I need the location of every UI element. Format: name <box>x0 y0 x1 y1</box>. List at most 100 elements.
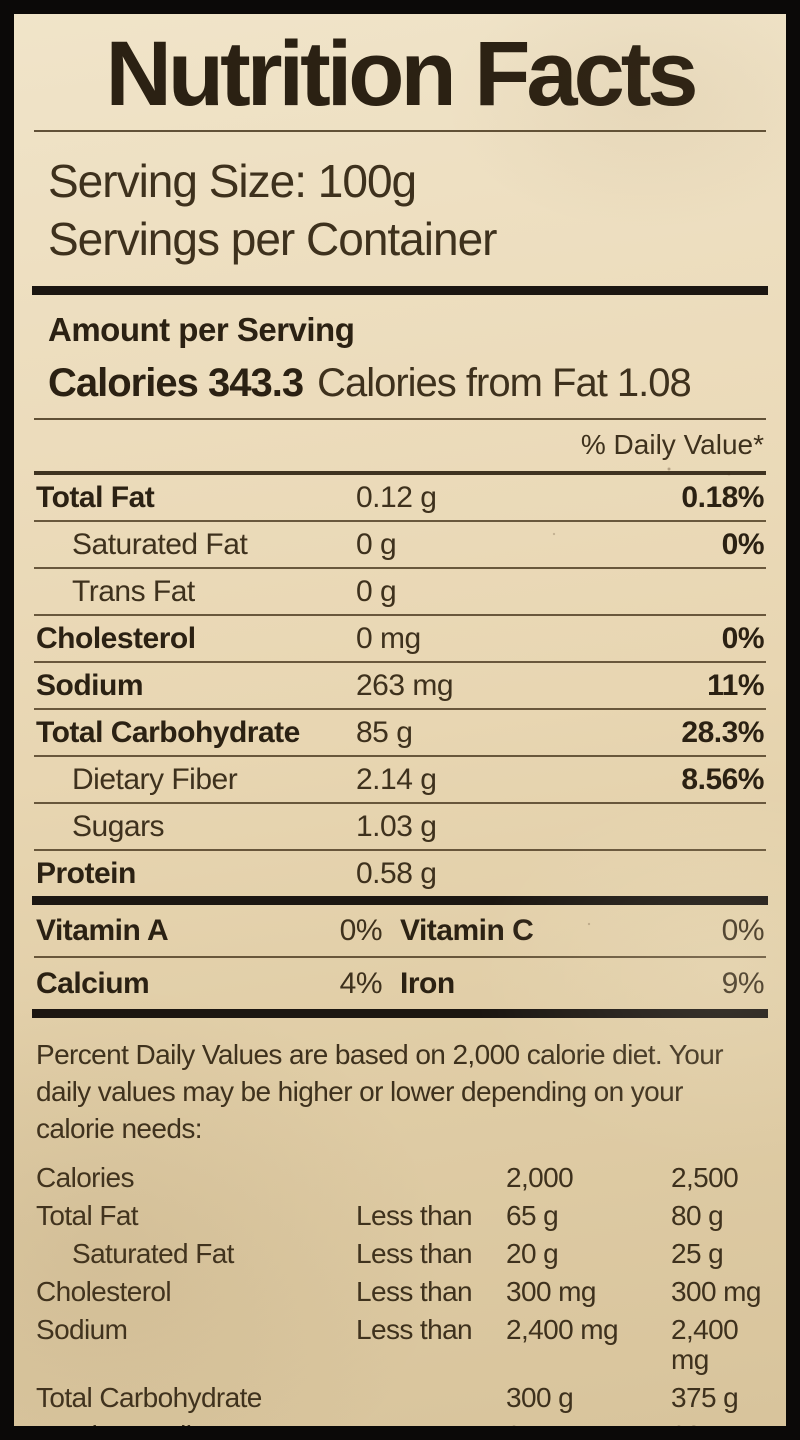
nutrient-row: Sodium 263 mg 11% <box>34 663 766 710</box>
nutrient-row: Protein 0.58 g <box>34 851 766 896</box>
reference-row: Saturated Fat Less than 20 g 25 g <box>36 1235 764 1273</box>
nutrient-row: Sugars 1.03 g <box>34 804 766 851</box>
vitamin-table: Vitamin A 0% Vitamin C 0% Calcium 4% Iron 9% <box>34 905 766 1009</box>
reference-value-2500: 300 mg <box>671 1276 761 1307</box>
reference-value-2000: 2,000 <box>506 1162 574 1193</box>
reference-value-2000: 20 g <box>506 1238 559 1269</box>
vitamin-row: Calcium 4% Iron 9% <box>34 958 766 1009</box>
divider-above-daily-value <box>34 418 766 420</box>
reference-name: Total Carbohydrate <box>36 1382 262 1413</box>
reference-name: Cholesterol <box>36 1276 172 1307</box>
vitamin-name: Iron <box>400 967 455 1000</box>
nutrient-name: Total Fat <box>36 481 155 514</box>
reference-qualifier <box>356 1421 506 1426</box>
reference-row: Cholesterol Less than 300 mg 300 mg <box>36 1273 764 1311</box>
nutrient-row: Trans Fat 0 g <box>34 569 766 616</box>
nutrient-row: Dietary Fiber 2.14 g 8.56% <box>34 757 766 804</box>
serving-section: Serving Size: 100g Servings per Containe… <box>34 132 766 286</box>
vitamin-value: 4% <box>339 967 383 1000</box>
nutrient-row: Total Fat 0.12 g 0.18% <box>34 475 766 522</box>
reference-value-2500: 2,500 <box>671 1162 739 1193</box>
reference-value-2500: 375 g <box>671 1382 739 1413</box>
vitamin-right-pair: Iron 9% <box>400 967 765 1001</box>
reference-value-2000: 25 g <box>506 1421 671 1427</box>
nutrient-daily-value: 0% <box>721 622 765 655</box>
reference-name: Saturated Fat <box>72 1238 234 1269</box>
calories-from-fat-value: Calories from Fat 1.08 <box>317 361 692 405</box>
vitamin-value: 0% <box>339 914 383 947</box>
reference-table: Calories 2,000 2,500 Total Fat Less than 65 g… <box>34 1155 766 1427</box>
divider-under-title <box>34 130 766 132</box>
percent-daily-value-header: % Daily Value* <box>580 429 764 460</box>
reference-row: Total Fat Less than 65 g 80 g <box>36 1197 764 1235</box>
reference-value-2500: 80 g <box>671 1200 724 1231</box>
nutrient-amount: 2.14 g <box>356 763 437 796</box>
reference-qualifier <box>356 1383 506 1413</box>
nutrient-daily-value: 11% <box>707 669 764 702</box>
nutrient-name: Sodium <box>36 669 144 702</box>
reference-name: Total Fat <box>36 1200 139 1231</box>
reference-value-2000: 65 g <box>506 1200 559 1231</box>
reference-qualifier <box>356 1163 506 1193</box>
vitamin-row: Vitamin A 0% Vitamin C 0% <box>34 905 766 958</box>
reference-qualifier: Less than <box>356 1238 473 1269</box>
vitamin-name: Vitamin C <box>400 914 534 947</box>
nutrient-amount: 0 g <box>356 528 397 561</box>
nutrient-amount: 0 mg <box>356 622 421 655</box>
reference-name: Sodium <box>36 1314 128 1345</box>
nutrient-amount: 0 g <box>356 575 397 608</box>
nutrient-row: Total Carbohydrate 85 g 28.3% <box>34 710 766 757</box>
nutrient-amount: 263 mg <box>356 669 454 702</box>
vitamin-value: 9% <box>721 967 765 1000</box>
reference-value-2500: 2,400 mg <box>671 1314 739 1375</box>
reference-qualifier: Less than <box>356 1200 473 1231</box>
calories-line: Calories 343.3 Calories from Fat 1.08 <box>48 361 752 406</box>
reference-qualifier: Less than <box>356 1314 473 1345</box>
nutrient-name: Total Carbohydrate <box>36 716 300 749</box>
nutrient-daily-value: 28.3% <box>681 716 764 749</box>
nutrient-name: Cholesterol <box>36 622 196 655</box>
reference-value-2000: 300 mg <box>506 1276 596 1307</box>
vitamin-name: Vitamin A <box>36 914 169 947</box>
nutrient-daily-value: 0.18% <box>681 481 764 514</box>
nutrient-amount: 85 g <box>356 716 413 749</box>
calories-value: Calories 343.3 <box>48 361 304 405</box>
reference-name: Calories <box>36 1162 135 1193</box>
nutrient-name: Sugars <box>72 810 165 843</box>
reference-row: Sodium Less than 2,400 mg 2,400 mg <box>36 1311 764 1379</box>
reference-row: Dietary Fiber 25 g30 g <box>36 1417 764 1427</box>
nutrient-name: Trans Fat <box>72 575 195 608</box>
servings-per-container-line: Servings per Container <box>48 213 497 265</box>
amount-per-serving-section: Amount per Serving Calories 343.3 Calori… <box>34 295 766 418</box>
nutrient-name: Saturated Fat <box>72 528 248 561</box>
daily-value-footnote: Percent Daily Values are based on 2,000 … <box>36 1039 724 1144</box>
nutrient-row: Cholesterol 0 mg 0% <box>34 616 766 663</box>
nutrient-amount: 0.58 g <box>356 857 437 890</box>
divider-thick-top <box>32 286 768 295</box>
reference-qualifier: Less than <box>356 1276 473 1307</box>
vitamin-left-pair: Vitamin A 0% <box>36 914 400 948</box>
nutrition-label: Nutrition Facts Serving Size: 100g Servi… <box>14 14 786 1426</box>
reference-value-2000: 2,400 mg <box>506 1314 619 1345</box>
vitamin-left-pair: Calcium 4% <box>36 967 400 1001</box>
nutrient-row: Saturated Fat 0 g 0% <box>34 522 766 569</box>
nutrient-table: Total Fat 0.12 g 0.18% Saturated Fat 0 g 0% Tr… <box>34 475 766 896</box>
divider-below-daily-value <box>34 471 766 475</box>
reference-value-2500: 25 g <box>671 1238 724 1269</box>
divider-thick-middle <box>32 896 768 905</box>
nutrient-name: Protein <box>36 857 136 890</box>
vitamin-name: Calcium <box>36 967 150 1000</box>
reference-value-2500: 30 g <box>671 1421 764 1427</box>
vitamin-right-pair: Vitamin C 0% <box>400 914 765 948</box>
nutrient-amount: 1.03 g <box>356 810 437 843</box>
reference-row: Calories 2,000 2,500 <box>36 1159 764 1197</box>
nutrient-name: Dietary Fiber <box>72 763 238 796</box>
reference-row: Total Carbohydrate 300 g 375 g <box>36 1379 764 1417</box>
divider-thick-bottom <box>32 1009 768 1018</box>
label-title: Nutrition Facts <box>105 23 698 125</box>
amount-per-serving-heading: Amount per Serving <box>48 311 355 348</box>
vitamin-value: 0% <box>721 914 765 947</box>
reference-name: Dietary Fiber <box>36 1421 356 1427</box>
reference-value-2000: 300 g <box>506 1382 574 1413</box>
